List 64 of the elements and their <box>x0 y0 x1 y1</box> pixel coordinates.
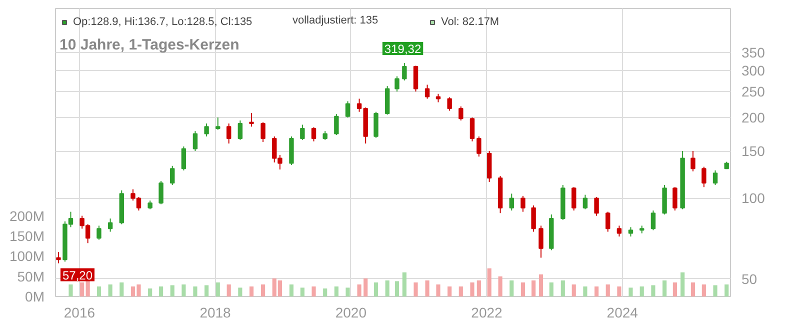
candlestick <box>424 84 430 100</box>
candlestick <box>56 252 61 264</box>
y2-tick-label: 150M <box>9 228 45 244</box>
candlestick <box>520 195 526 212</box>
candlestick <box>606 211 610 232</box>
x-tick-label: 2018 <box>200 304 232 320</box>
y2-tick-label: 100M <box>9 248 45 264</box>
candlestick <box>594 196 599 216</box>
x-tick-label: 2022 <box>471 304 503 320</box>
candlestick <box>96 225 102 240</box>
text: 10 Jahre, 1-Tages-Kerzen <box>60 36 240 54</box>
legend-label: Vol: 82.17M <box>441 16 500 28</box>
y-tick-label: 250 <box>742 84 766 100</box>
candlestick <box>538 225 544 258</box>
y2-tick-label: 50M <box>17 268 44 284</box>
y-tick-label: 150 <box>742 143 766 160</box>
candlestick <box>402 62 407 81</box>
candlestick <box>334 114 339 136</box>
candlestick <box>249 112 254 128</box>
candlestick <box>345 100 350 118</box>
x-tick-label: 2016 <box>64 304 96 320</box>
y2-tick-label: 200M <box>9 208 45 224</box>
candlestick <box>458 106 464 121</box>
y-tick-label: 350 <box>742 44 766 60</box>
candlestick <box>712 170 718 186</box>
candlestick <box>238 120 243 140</box>
candlestick <box>394 76 400 92</box>
candlestick <box>531 204 536 232</box>
candlestick <box>672 186 678 211</box>
annotation: volladjustiert: 135 <box>292 14 378 26</box>
candlestick <box>476 136 482 158</box>
candlestick <box>226 122 232 144</box>
candlestick <box>572 186 576 211</box>
y-tick-label: 200 <box>742 110 766 126</box>
annotation: 319,32 <box>384 42 422 56</box>
candlestick <box>702 166 706 188</box>
y-tick-label: 100 <box>742 190 766 206</box>
candlestick <box>260 122 266 143</box>
legend-label: Op:128.9, Hi:136.7, Lo:128.5, Cl:135 <box>73 16 252 28</box>
candlestick <box>690 150 696 172</box>
candlestick <box>650 210 656 231</box>
candlestick <box>108 218 113 232</box>
candlestick <box>204 122 209 137</box>
candlestick <box>616 225 622 237</box>
candlestick <box>311 126 316 142</box>
candlestick <box>170 165 175 186</box>
candlestick <box>181 146 186 171</box>
candlestick <box>413 65 418 92</box>
y-tick-label: 300 <box>742 62 766 78</box>
x-tick-label: 2020 <box>335 304 367 320</box>
candlestick <box>447 96 452 112</box>
candlestick <box>300 124 305 140</box>
candlestick <box>582 194 588 210</box>
candlestick <box>192 130 198 152</box>
x-tick-label: 2024 <box>606 304 638 320</box>
candlestick <box>628 226 634 237</box>
y-tick-label: 50 <box>742 270 758 287</box>
y2-tick-label: 0M <box>25 288 45 304</box>
candlestick <box>374 111 378 138</box>
candlestick <box>509 193 514 211</box>
candlestick <box>216 117 220 130</box>
candlestick <box>158 180 164 205</box>
annotation: 57,20 <box>62 268 93 282</box>
candlestick <box>470 117 475 142</box>
